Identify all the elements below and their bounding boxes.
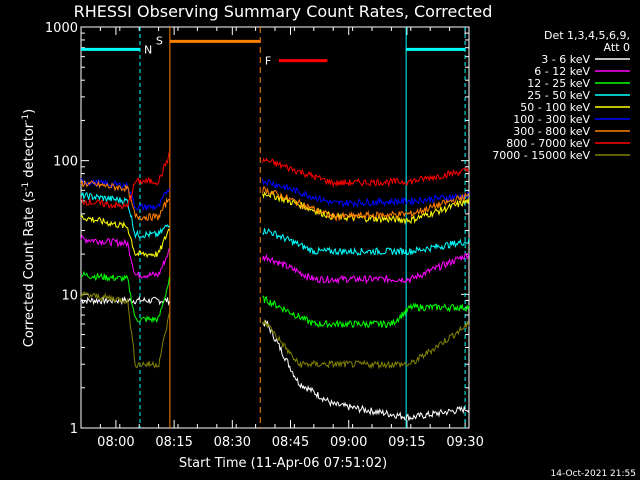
timestamp: 14-Oct-2021 21:55 bbox=[551, 469, 636, 479]
series-line bbox=[80, 234, 170, 280]
legend-title-line1: Det 1,3,4,5,6,9, bbox=[544, 29, 630, 42]
y-tick-label: 100 bbox=[53, 155, 78, 170]
x-axis-label: Start Time (11-Apr-06 07:51:02) bbox=[179, 456, 387, 471]
x-tick-label: 09:15 bbox=[388, 435, 425, 450]
y-tick-label: 10 bbox=[61, 288, 78, 303]
series-line bbox=[262, 320, 470, 421]
night-label: N bbox=[144, 43, 152, 56]
legend-label: 800 - 7000 keV bbox=[506, 137, 590, 150]
series-line bbox=[80, 270, 170, 324]
series-line bbox=[80, 192, 170, 240]
y-axis-label: Corrected Count Rate (s-1 detector-1) bbox=[21, 109, 37, 347]
legend-label: 3 - 6 keV bbox=[541, 53, 590, 66]
legend-label: 12 - 25 keV bbox=[527, 77, 590, 90]
legend-label: 300 - 800 keV bbox=[513, 125, 590, 138]
series-line bbox=[262, 295, 470, 329]
series-line bbox=[80, 180, 170, 222]
series-line bbox=[262, 318, 470, 370]
series-line bbox=[80, 295, 170, 306]
plot-frame bbox=[80, 26, 470, 429]
axes: 1 10 100 1000 08:00 08:15 08:30 08:45 09:00 09:15… bbox=[45, 21, 484, 450]
chart-title: RHESSI Observing Summary Count Rates, Co… bbox=[74, 2, 493, 21]
x-tick-label: 08:30 bbox=[214, 435, 251, 450]
series-line bbox=[262, 157, 470, 188]
x-tick-label: 08:15 bbox=[155, 435, 192, 450]
y-tick-label: 1 bbox=[70, 422, 78, 437]
x-tick-label: 09:30 bbox=[446, 435, 483, 450]
legend-title-line2: Att 0 bbox=[604, 41, 630, 54]
series-line bbox=[262, 190, 470, 225]
legend-label: 25 - 50 keV bbox=[527, 89, 590, 102]
series-line bbox=[262, 228, 470, 256]
series-line bbox=[80, 214, 170, 259]
observing-flags: NS F bbox=[81, 27, 466, 428]
legend-label: 6 - 12 keV bbox=[534, 65, 590, 78]
flare-label: F bbox=[265, 55, 271, 68]
series-line bbox=[262, 252, 470, 285]
series-line bbox=[262, 186, 470, 222]
series-line bbox=[80, 151, 170, 210]
x-tick-label: 09:00 bbox=[330, 435, 367, 450]
legend-label: 50 - 100 keV bbox=[520, 101, 590, 114]
legend-label: 100 - 300 keV bbox=[513, 113, 590, 126]
y-tick-label: 1000 bbox=[45, 21, 78, 36]
series-line bbox=[80, 291, 170, 369]
x-tick-label: 08:45 bbox=[272, 435, 309, 450]
series-line bbox=[262, 178, 470, 209]
data-series bbox=[80, 151, 470, 421]
x-tick-label: 08:00 bbox=[97, 435, 134, 450]
saa-label: S bbox=[156, 34, 163, 47]
legend-label: 7000 - 15000 keV bbox=[492, 149, 590, 162]
